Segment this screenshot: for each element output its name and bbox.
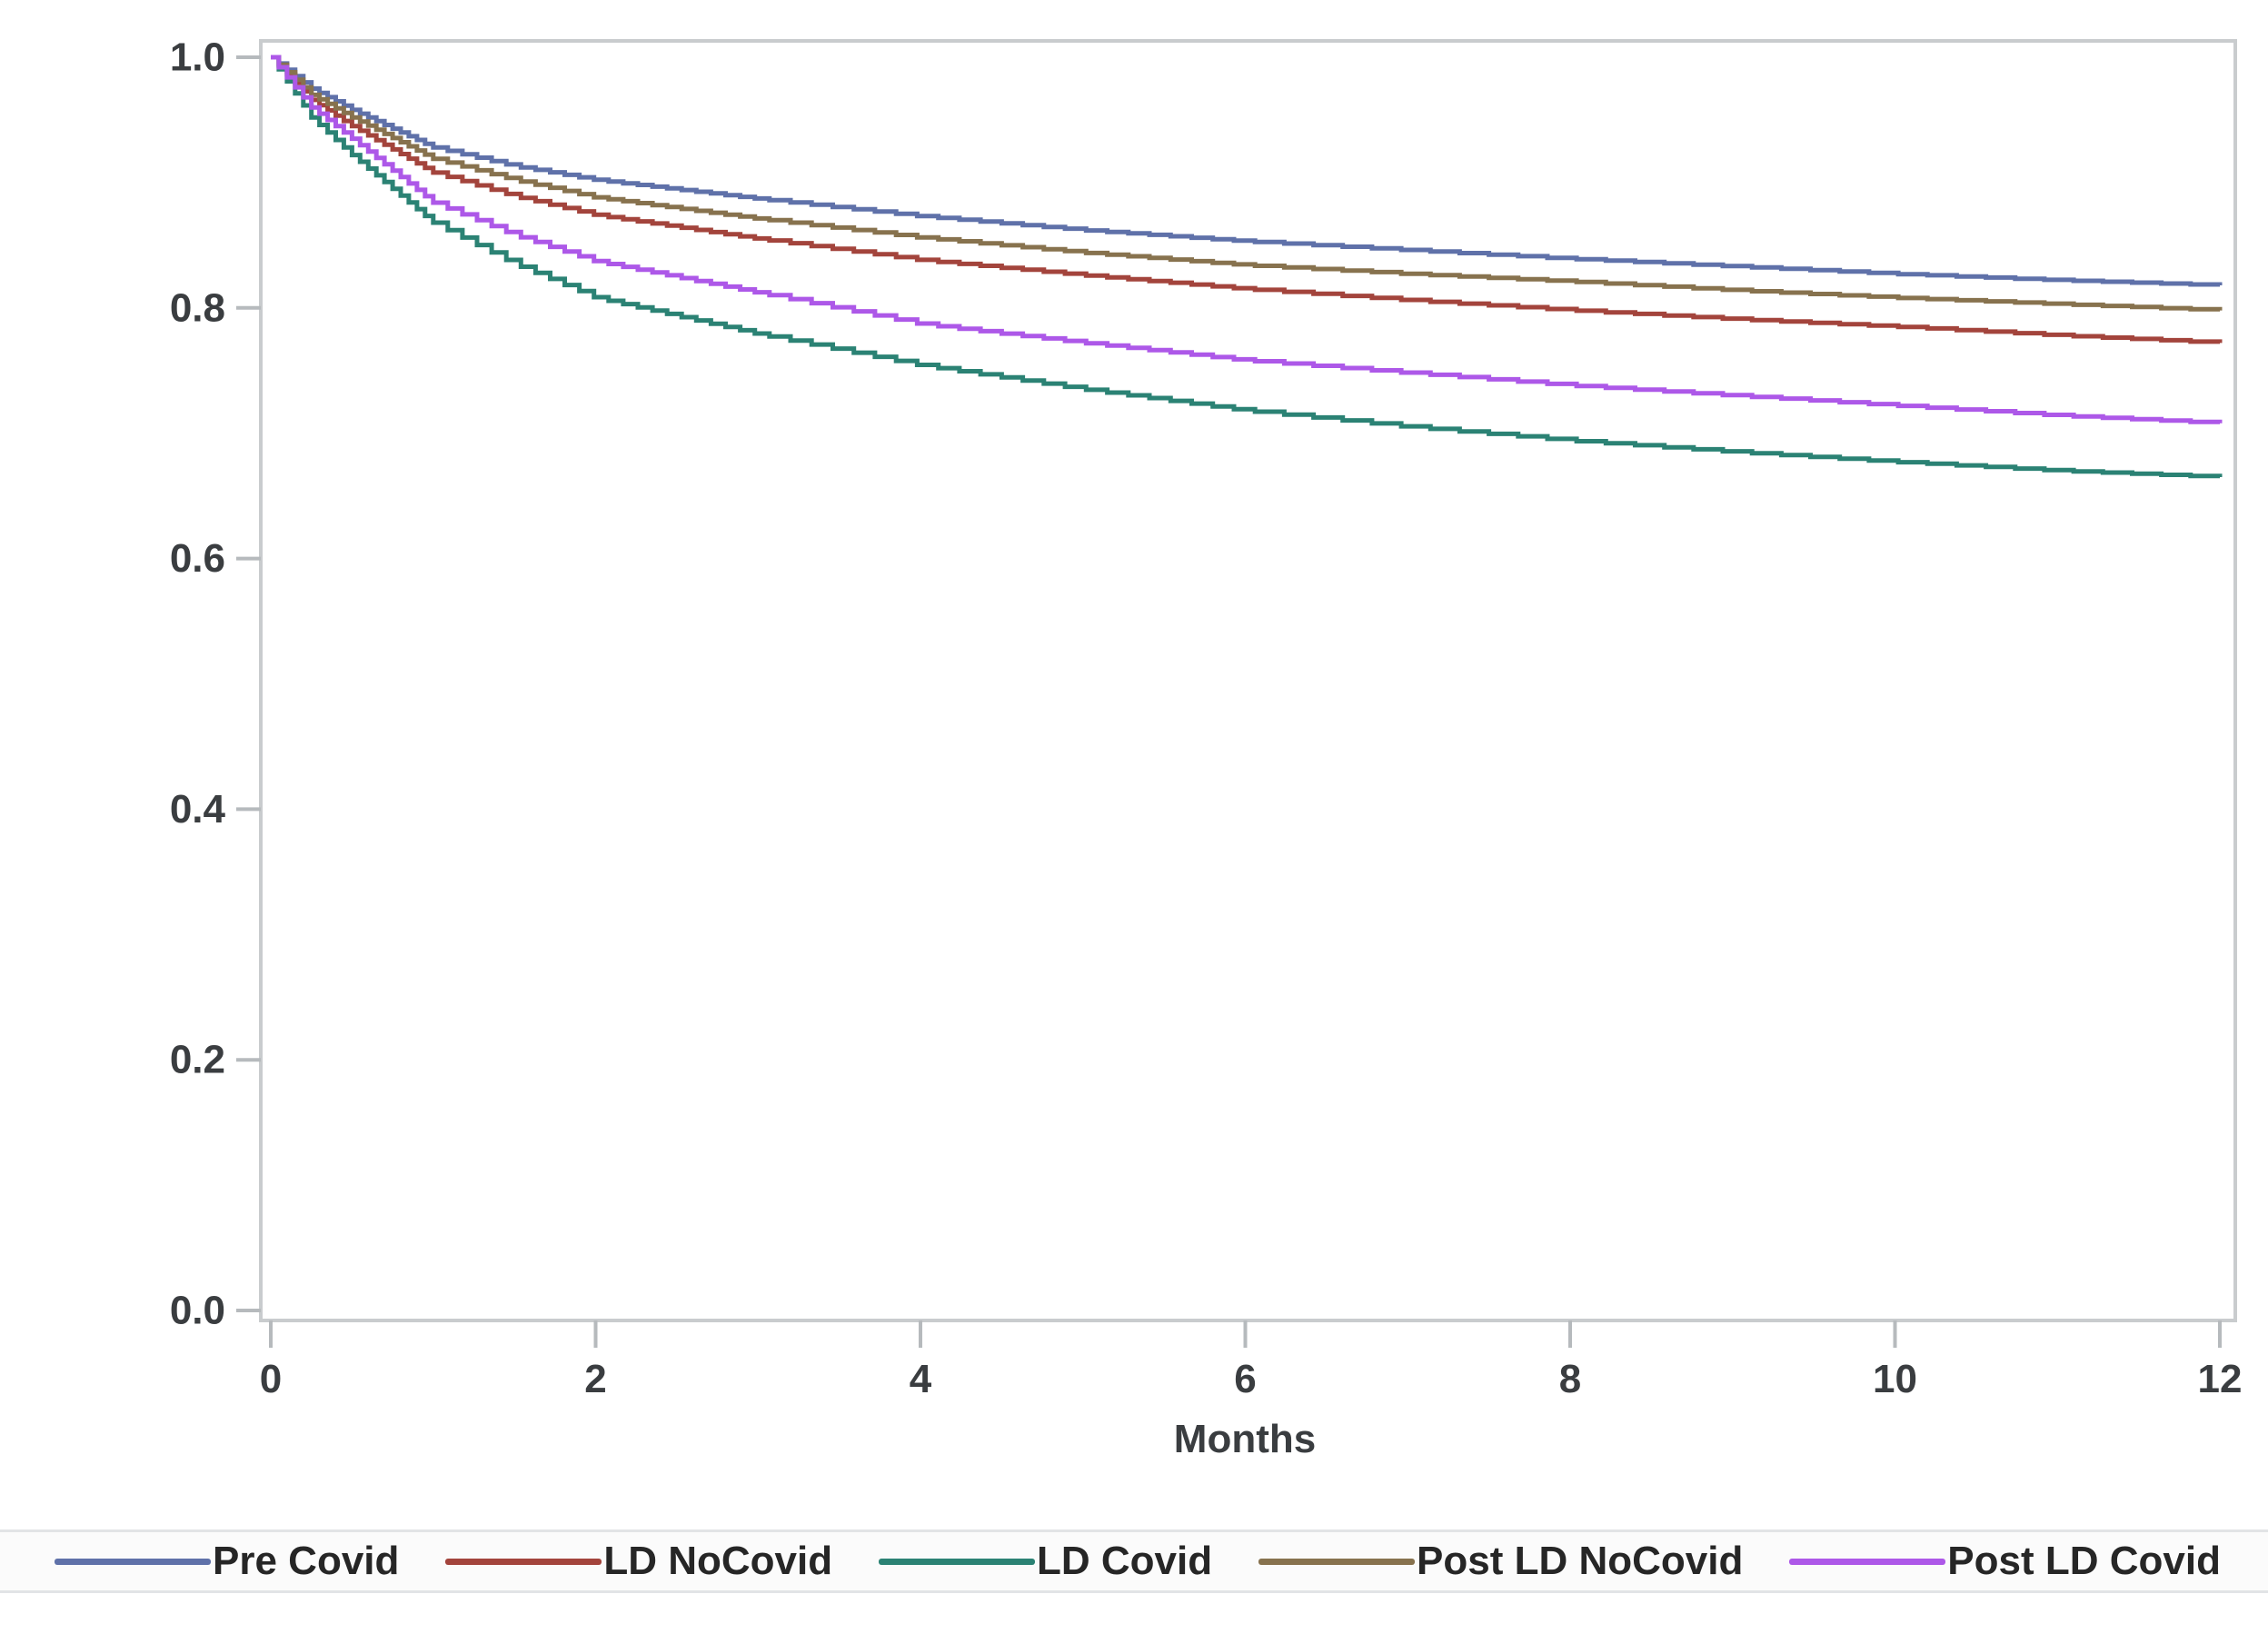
axis-ticks bbox=[236, 55, 2222, 1348]
y-tick-label: 0.4 bbox=[170, 787, 226, 832]
y-tick-label: 1.0 bbox=[170, 35, 225, 80]
legend-label-pre-covid: Pre Covid bbox=[213, 1539, 400, 1583]
x-tick-label: 6 bbox=[1234, 1357, 1256, 1401]
series-line-post-ld-covid bbox=[271, 55, 2223, 424]
x-tick-label: 0 bbox=[260, 1357, 282, 1401]
legend-item-post-ld-covid: Post LD Covid bbox=[1789, 1541, 2221, 1581]
y-tick-label: 0.2 bbox=[170, 1038, 225, 1082]
x-tick-label: 2 bbox=[584, 1357, 606, 1401]
legend-swatch-ld-covid bbox=[879, 1558, 1035, 1565]
legend-label-ld-nocovid: LD NoCovid bbox=[603, 1539, 833, 1583]
series-line-post-ld-nocovid bbox=[271, 55, 2223, 312]
series-line-ld-nocovid bbox=[271, 55, 2223, 344]
series-line-ld-covid bbox=[271, 55, 2223, 479]
series-curves bbox=[271, 55, 2223, 479]
legend-item-ld-nocovid: LD NoCovid bbox=[445, 1541, 832, 1581]
x-axis-title: Months bbox=[1174, 1417, 1316, 1461]
chart-legend: Pre Covid LD NoCovid LD Covid Post LD NoCov… bbox=[0, 1529, 2268, 1593]
legend-swatch-post-ld-covid bbox=[1789, 1558, 1946, 1565]
legend-item-post-ld-nocovid: Post LD NoCovid bbox=[1258, 1541, 1743, 1581]
plot-frame-rect bbox=[259, 39, 2237, 1322]
survival-plot: 1.0 0.8 0.6 0.4 0.2 0.0 0 2 4 6 8 10 12 Months bbox=[170, 35, 2243, 1462]
legend-swatch-pre-covid bbox=[55, 1558, 211, 1565]
y-tick-label: 0.6 bbox=[170, 536, 225, 581]
x-tick-label: 4 bbox=[910, 1357, 932, 1401]
y-tick-label: 0.8 bbox=[170, 285, 225, 330]
plot-frame bbox=[259, 39, 2237, 1322]
x-tick-label: 8 bbox=[1559, 1357, 1581, 1401]
legend-label-ld-covid: LD Covid bbox=[1037, 1539, 1213, 1583]
y-tick-label: 0.0 bbox=[170, 1289, 225, 1333]
legend-label-post-ld-nocovid: Post LD NoCovid bbox=[1417, 1539, 1744, 1583]
legend-item-pre-covid: Pre Covid bbox=[55, 1541, 399, 1581]
legend-swatch-ld-nocovid bbox=[445, 1558, 602, 1565]
x-tick-label: 12 bbox=[2198, 1357, 2243, 1401]
axis-tick-labels: 1.0 0.8 0.6 0.4 0.2 0.0 0 2 4 6 8 10 12 bbox=[170, 35, 2243, 1402]
legend-label-post-ld-covid: Post LD Covid bbox=[1947, 1539, 2221, 1583]
legend-swatch-post-ld-nocovid bbox=[1258, 1558, 1416, 1565]
legend-item-ld-covid: LD Covid bbox=[879, 1541, 1212, 1581]
x-tick-label: 10 bbox=[1873, 1357, 1917, 1401]
series-line-pre-covid bbox=[271, 55, 2223, 287]
